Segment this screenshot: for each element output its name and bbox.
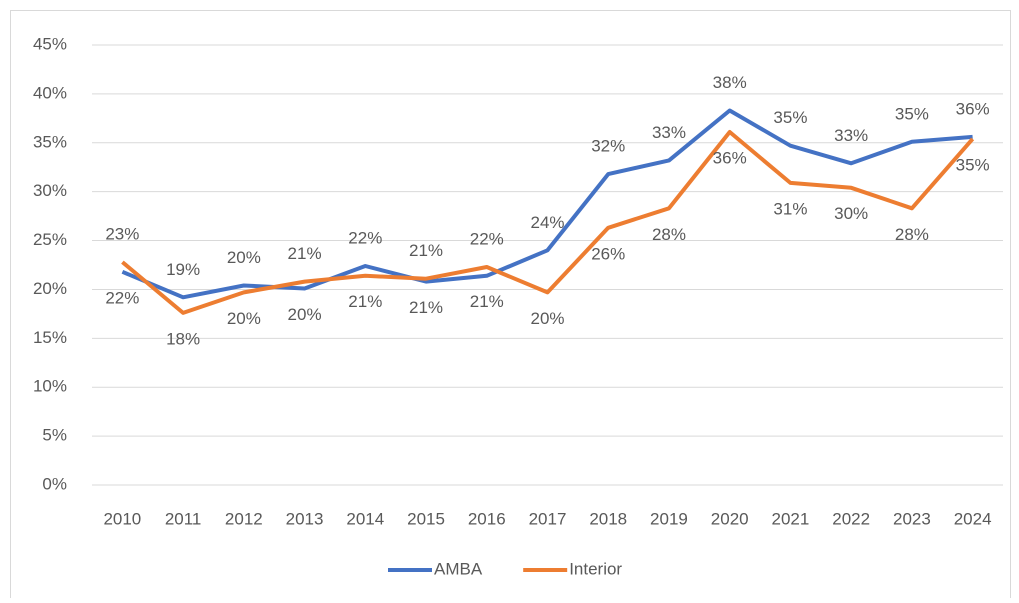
data-label: 21% bbox=[288, 244, 322, 263]
y-tick-label: 20% bbox=[33, 279, 67, 298]
data-label: 32% bbox=[591, 137, 625, 156]
data-label: 22% bbox=[348, 228, 382, 247]
series-line bbox=[121, 130, 975, 315]
data-label: 20% bbox=[227, 248, 261, 267]
chart-border bbox=[10, 10, 1011, 603]
x-tick-label: 2010 bbox=[103, 509, 141, 528]
data-label: 21% bbox=[348, 292, 382, 311]
y-tick-label: 5% bbox=[42, 426, 67, 445]
data-label: 19% bbox=[166, 260, 200, 279]
y-tick-label: 35% bbox=[33, 132, 67, 151]
y-tick-label: 40% bbox=[33, 83, 67, 102]
x-tick-label: 2018 bbox=[589, 509, 627, 528]
x-tick-label: 2020 bbox=[711, 509, 749, 528]
data-label: 23% bbox=[105, 225, 139, 244]
data-label: 21% bbox=[470, 292, 504, 311]
data-label: 30% bbox=[834, 204, 868, 223]
data-label: 38% bbox=[713, 73, 747, 92]
data-label: 35% bbox=[895, 104, 929, 123]
y-tick-label: 25% bbox=[33, 230, 67, 249]
data-label: 28% bbox=[652, 225, 686, 244]
data-label: 24% bbox=[530, 213, 564, 232]
y-tick-label: 15% bbox=[33, 328, 67, 347]
data-label: 28% bbox=[895, 225, 929, 244]
data-label: 20% bbox=[530, 309, 564, 328]
x-tick-label: 2011 bbox=[165, 509, 202, 528]
y-tick-label: 30% bbox=[33, 181, 67, 200]
x-tick-label: 2019 bbox=[650, 509, 688, 528]
data-label: 22% bbox=[470, 229, 504, 248]
x-tick-label: 2022 bbox=[832, 509, 870, 528]
data-label: 33% bbox=[834, 126, 868, 145]
y-tick-label: 10% bbox=[33, 377, 67, 396]
data-label: 35% bbox=[956, 155, 990, 174]
data-label: 20% bbox=[288, 305, 322, 324]
data-label: 35% bbox=[773, 108, 807, 127]
y-tick-label: 0% bbox=[42, 474, 67, 493]
data-label: 31% bbox=[773, 199, 807, 218]
legend-label: Interior bbox=[569, 559, 622, 578]
x-tick-label: 2012 bbox=[225, 509, 263, 528]
data-label: 33% bbox=[652, 123, 686, 142]
legend-label: AMBA bbox=[434, 559, 483, 578]
x-tick-label: 2021 bbox=[772, 509, 810, 528]
x-tick-label: 2013 bbox=[286, 509, 324, 528]
x-tick-label: 2024 bbox=[954, 509, 992, 528]
y-tick-label: 45% bbox=[33, 34, 67, 53]
data-label: 36% bbox=[713, 149, 747, 168]
x-tick-label: 2023 bbox=[893, 509, 931, 528]
data-label: 18% bbox=[166, 329, 200, 348]
x-tick-label: 2017 bbox=[529, 509, 567, 528]
series-line bbox=[121, 108, 973, 300]
data-label: 22% bbox=[105, 288, 139, 307]
data-label: 36% bbox=[956, 99, 990, 118]
data-label: 21% bbox=[409, 241, 443, 260]
data-label: 20% bbox=[227, 309, 261, 328]
data-label: 21% bbox=[409, 298, 443, 317]
x-tick-label: 2016 bbox=[468, 509, 506, 528]
data-label: 26% bbox=[591, 244, 625, 263]
x-tick-label: 2014 bbox=[346, 509, 384, 528]
x-tick-label: 2015 bbox=[407, 509, 445, 528]
